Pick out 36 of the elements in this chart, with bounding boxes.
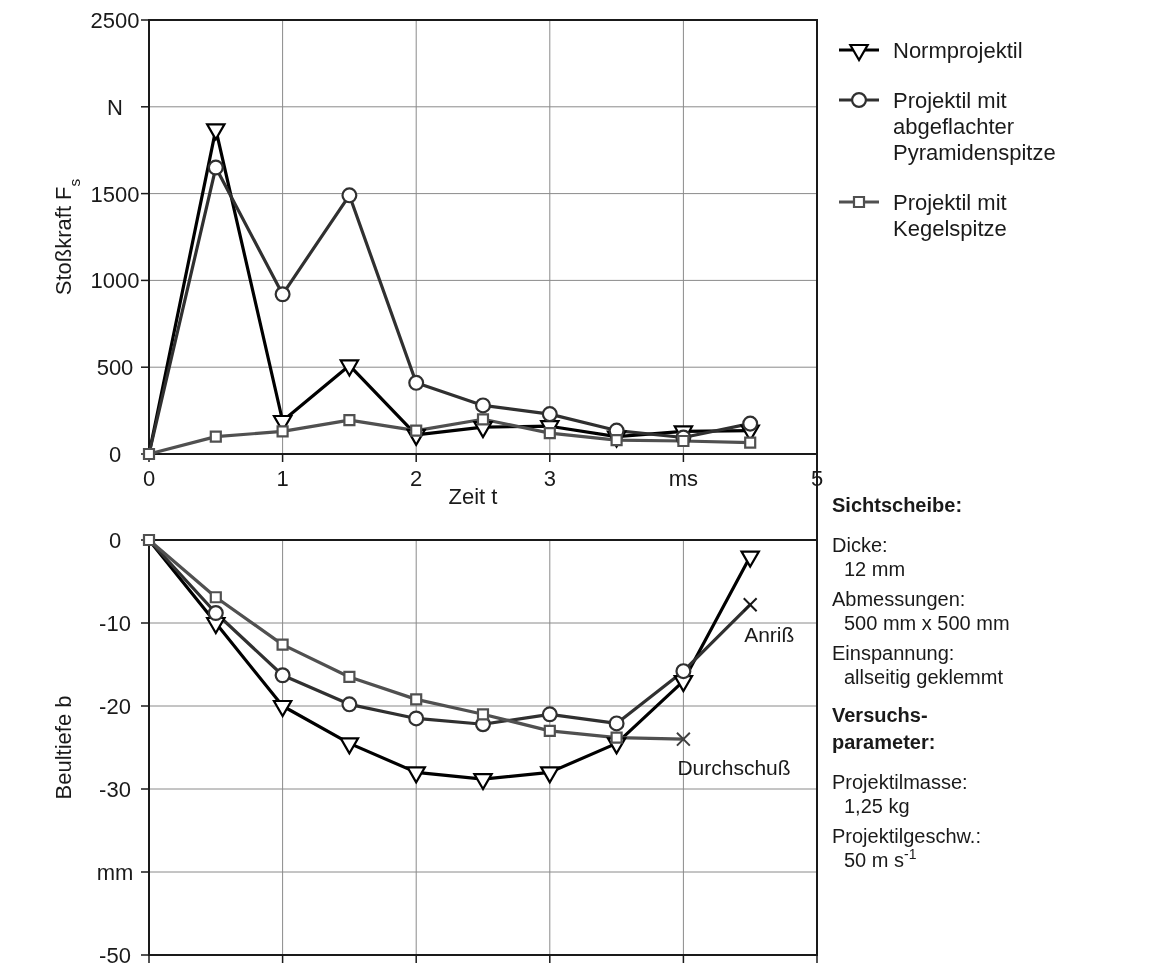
y-tick-label: 1500 bbox=[90, 181, 140, 207]
text: Einspannung: bbox=[832, 642, 955, 664]
annotation: Anriß bbox=[744, 623, 795, 647]
y-tick-label: -20 bbox=[99, 694, 131, 719]
y-tick-label: 0 bbox=[108, 528, 122, 553]
y-axis-title: Beultiefe b bbox=[51, 695, 76, 800]
y-tick-label: -10 bbox=[99, 611, 131, 636]
text: 50 m s$^{-1}$ bbox=[844, 846, 917, 871]
y-tick-label: N bbox=[107, 94, 123, 120]
text: Abmessungen: bbox=[832, 588, 966, 610]
text: 500 mm x 500 mm bbox=[844, 612, 1010, 634]
annotation: Durchschuß bbox=[677, 756, 791, 780]
text: Sichtscheibe: bbox=[832, 494, 963, 516]
y-tick-label: 2500 bbox=[90, 8, 140, 33]
x-tick-label: 1 bbox=[276, 466, 289, 491]
y-tick-label: -50 bbox=[99, 943, 131, 968]
text: Projektilgeschw.: bbox=[832, 825, 981, 847]
x-tick-label: 3 bbox=[543, 466, 556, 491]
y-tick-label: 0 bbox=[108, 442, 122, 467]
legend-label: Projektil mit Kegelspitze bbox=[893, 190, 1007, 241]
x-tick-label: 0 bbox=[142, 466, 156, 491]
legend-label: Projektil mit abgeflachter Pyramidenspitze bbox=[893, 88, 1056, 165]
text: Projektilmasse: bbox=[832, 771, 968, 793]
y-tick-label: mm bbox=[96, 860, 134, 885]
y-tick-label: -30 bbox=[99, 777, 131, 802]
text: allseitig geklemmt bbox=[844, 666, 1004, 688]
text: 12 mm bbox=[844, 558, 906, 580]
text: 1,25 kg bbox=[844, 795, 910, 817]
x-tick-label: 2 bbox=[410, 466, 423, 491]
legend-label: Normprojektil bbox=[893, 38, 1023, 63]
x-axis-title: Zeit t bbox=[448, 484, 498, 509]
y-tick-label: 1000 bbox=[90, 268, 140, 294]
y-tick-label: 500 bbox=[96, 355, 134, 381]
text: Versuchs-parameter: bbox=[832, 704, 936, 753]
text: Dicke: bbox=[832, 534, 888, 556]
x-tick-label: ms bbox=[668, 466, 699, 491]
